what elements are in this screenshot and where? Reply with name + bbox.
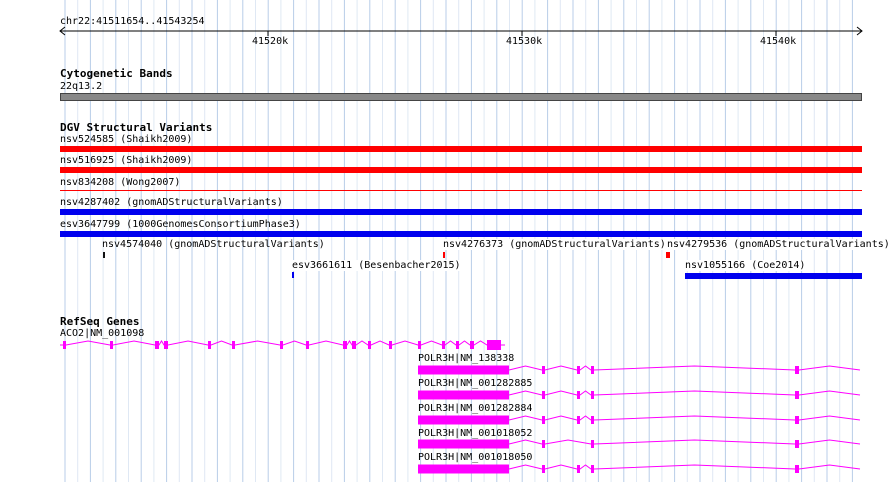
dgv-feature-nsv4287402[interactable] xyxy=(60,209,862,215)
exon xyxy=(542,366,545,374)
dgv-label-nsv834208: nsv834208 (Wong2007) xyxy=(60,177,181,188)
exon xyxy=(542,440,545,448)
gene-label-polr3h-001282884: POLR3H|NM_001282884 xyxy=(418,403,533,414)
dgv-feature-esv3647799[interactable] xyxy=(60,231,862,237)
dgv-label-nsv4279536: nsv4279536 (gnomADStructuralVariants) xyxy=(667,239,890,250)
dgv-feature-esv3661611[interactable] xyxy=(292,272,294,278)
ruler-tick-label-41540k: 41540k xyxy=(760,36,797,47)
refseq-track-title: RefSeq Genes xyxy=(60,315,140,328)
exon xyxy=(795,416,799,424)
exon xyxy=(577,366,580,374)
ruler-left-arrow xyxy=(59,26,66,36)
dgv-feature-nsv834208[interactable] xyxy=(60,190,862,191)
ruler-right-arrow xyxy=(856,26,863,36)
ruler-tick-label-41530k: 41530k xyxy=(506,36,543,47)
exon xyxy=(306,341,309,349)
exon xyxy=(577,391,580,399)
exon xyxy=(487,340,501,350)
dgv-feature-nsv4276373[interactable] xyxy=(443,252,445,258)
exon xyxy=(418,439,509,449)
exon xyxy=(164,341,168,349)
exon xyxy=(591,366,594,374)
dgv-label-nsv4276373: nsv4276373 (gnomADStructuralVariants) xyxy=(443,239,666,250)
exon xyxy=(591,440,594,448)
exon xyxy=(352,341,356,349)
gene-label-polr3h-138338: POLR3H|NM_138338 xyxy=(418,353,515,364)
exon xyxy=(795,440,799,448)
exon xyxy=(795,465,799,473)
exon xyxy=(418,390,509,400)
exon xyxy=(577,465,580,473)
exon xyxy=(795,391,799,399)
ruler-axis[interactable] xyxy=(0,0,890,50)
exon xyxy=(591,391,594,399)
exon xyxy=(591,465,594,473)
dgv-label-nsv516925: nsv516925 (Shaikh2009) xyxy=(60,155,193,166)
exon xyxy=(542,416,545,424)
exon xyxy=(591,416,594,424)
exon xyxy=(418,415,509,425)
gene-label-aco2: ACO2|NM_001098 xyxy=(60,328,145,339)
exon xyxy=(418,341,421,349)
exon xyxy=(389,341,392,349)
dgv-feature-nsv4279536[interactable] xyxy=(666,252,670,258)
exon xyxy=(577,416,580,424)
dgv-feature-nsv524585[interactable] xyxy=(60,146,862,152)
cytoband-track-title: Cytogenetic Bands xyxy=(60,67,173,80)
exon xyxy=(155,341,159,349)
dgv-label-nsv1055166: nsv1055166 (Coe2014) xyxy=(685,260,806,271)
dgv-feature-nsv1055166[interactable] xyxy=(685,273,862,279)
exon xyxy=(418,464,509,474)
gene-label-polr3h-001018052: POLR3H|NM_001018052 xyxy=(418,428,533,439)
exon xyxy=(418,365,509,375)
dgv-feature-nsv4574040[interactable] xyxy=(103,252,105,258)
exon xyxy=(280,341,283,349)
exon xyxy=(542,391,545,399)
exon xyxy=(456,341,459,349)
exon xyxy=(63,341,66,349)
exon xyxy=(110,341,113,349)
exon xyxy=(343,341,347,349)
exon xyxy=(470,341,474,349)
intron-line xyxy=(508,464,861,470)
ruler-tick-label-41520k: 41520k xyxy=(252,36,289,47)
dgv-label-nsv4287402: nsv4287402 (gnomADStructuralVariants) xyxy=(60,197,283,208)
dgv-label-nsv4574040: nsv4574040 (gnomADStructuralVariants) xyxy=(102,239,325,250)
cytoband-bar[interactable] xyxy=(60,93,862,101)
dgv-label-esv3647799: esv3647799 (1000GenomesConsortiumPhase3) xyxy=(60,219,301,230)
dgv-label-nsv524585: nsv524585 (Shaikh2009) xyxy=(60,134,193,145)
exon xyxy=(232,341,235,349)
exon xyxy=(208,341,211,349)
exon xyxy=(442,341,445,349)
cytoband-label: 22q13.2 xyxy=(60,81,103,92)
gene-label-polr3h-001282885: POLR3H|NM_001282885 xyxy=(418,378,533,389)
exon xyxy=(368,341,371,349)
region-label: chr22:41511654..41543254 xyxy=(60,16,205,27)
dgv-track-title: DGV Structural Variants xyxy=(60,121,213,134)
exon xyxy=(542,465,545,473)
dgv-feature-nsv516925[interactable] xyxy=(60,167,862,173)
dgv-label-esv3661611: esv3661611 (Besenbacher2015) xyxy=(292,260,461,271)
gene-label-polr3h-001018050: POLR3H|NM_001018050 xyxy=(418,452,533,463)
exon xyxy=(795,366,799,374)
